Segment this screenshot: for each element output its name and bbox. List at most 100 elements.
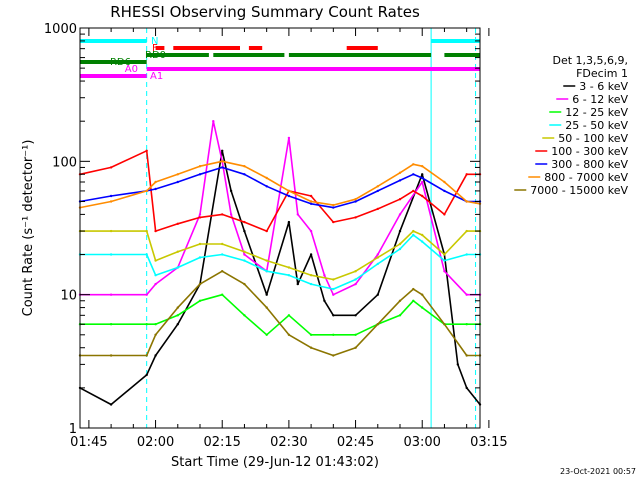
series-point <box>354 200 357 203</box>
series-point <box>221 270 224 273</box>
series-point <box>398 242 402 246</box>
series-point <box>376 189 379 193</box>
axes: 01:45 02:00 02:15 02:30 02:45 03:00 03:15 1 10 10… <box>44 22 508 450</box>
series-point <box>421 194 424 198</box>
series-point <box>332 287 335 291</box>
series-point <box>154 354 157 357</box>
series-point <box>354 198 357 201</box>
series-point <box>421 293 424 296</box>
legend-entry-label: 50 - 100 keV <box>558 132 628 145</box>
series-point <box>221 213 224 216</box>
series-point <box>332 220 335 224</box>
series-point <box>398 247 402 251</box>
state-bar-label: A0 <box>125 64 138 75</box>
series-point <box>145 373 148 377</box>
series-point <box>265 306 268 309</box>
series-point <box>154 274 157 277</box>
series-point <box>309 274 313 277</box>
series-point <box>376 185 379 188</box>
series-point <box>443 213 446 216</box>
series-point <box>287 314 291 317</box>
state-bar-label: RD6 <box>110 57 131 68</box>
series-point <box>443 189 446 193</box>
x-tick-label: 01:45 <box>70 435 107 450</box>
series-point <box>398 314 402 317</box>
series-point <box>154 180 157 184</box>
series-point <box>154 229 157 233</box>
series-point <box>465 386 468 390</box>
series-point <box>154 333 157 336</box>
series-point <box>154 187 157 191</box>
series-line-6 <box>79 150 480 232</box>
series-point <box>465 354 468 357</box>
series-point <box>398 229 402 233</box>
series-point <box>176 266 179 269</box>
series-point <box>221 253 224 256</box>
plot-frame <box>79 27 481 429</box>
series-point <box>354 270 357 273</box>
series-point <box>465 323 468 326</box>
series-point <box>443 180 446 184</box>
series-point <box>323 299 326 302</box>
x-tick-label: 02:00 <box>137 435 174 450</box>
series-point <box>109 323 113 326</box>
series-point <box>332 206 335 209</box>
state-bar-label: F <box>152 43 158 54</box>
series-point <box>243 173 246 176</box>
y-tick-label: 10 <box>60 289 77 304</box>
series-point <box>145 229 148 233</box>
series-point <box>332 203 335 207</box>
series-point <box>398 213 402 216</box>
series-point <box>443 259 446 262</box>
series-point <box>287 333 291 336</box>
series-point <box>287 274 291 277</box>
y-tick-label: 1000 <box>44 22 77 37</box>
x-axis-label: Start Time (29-Jun-12 01:43:02) <box>171 455 379 470</box>
series-point <box>287 136 291 140</box>
legend-header-line-1: Det 1,3,5,6,9, <box>552 54 628 67</box>
series-point <box>145 149 148 152</box>
series-point <box>145 354 148 357</box>
series-point <box>243 250 246 253</box>
series-point <box>154 282 157 286</box>
series-point <box>421 173 424 176</box>
series-point <box>221 149 224 152</box>
x-tick-label: 03:15 <box>470 435 507 450</box>
series-line-9 <box>80 270 480 357</box>
series-point <box>376 207 379 211</box>
series-point <box>398 179 402 182</box>
x-tick-label: 02:15 <box>203 435 240 450</box>
series-point <box>443 253 446 256</box>
legend-entry-label: 3 - 6 keV <box>579 80 628 93</box>
series-point <box>354 333 357 336</box>
series-point <box>398 299 402 302</box>
series-point <box>309 229 313 233</box>
series-point <box>154 259 157 262</box>
series-point <box>109 253 113 256</box>
series-point <box>243 282 246 286</box>
series-point <box>354 346 357 349</box>
series-point <box>198 299 202 302</box>
series-point <box>354 216 357 219</box>
state-bar-label: N <box>151 36 158 47</box>
series-point <box>354 278 357 281</box>
series-point <box>376 256 379 259</box>
series-point <box>412 189 415 193</box>
series-point <box>198 213 202 216</box>
series-point <box>265 293 268 296</box>
series-point <box>176 323 179 326</box>
series-point <box>243 165 246 168</box>
series-point <box>465 173 468 176</box>
series-point <box>332 314 335 317</box>
render-timestamp: 23-Oct-2021 00:57 <box>560 467 636 476</box>
series-point <box>287 189 291 193</box>
series-point <box>376 262 379 266</box>
series-point <box>354 314 357 317</box>
series-point <box>109 293 113 296</box>
series-point <box>265 229 268 233</box>
y-tick-label: 100 <box>52 155 77 170</box>
series-point <box>176 314 179 317</box>
series-point <box>376 293 379 296</box>
series-point <box>109 403 113 406</box>
